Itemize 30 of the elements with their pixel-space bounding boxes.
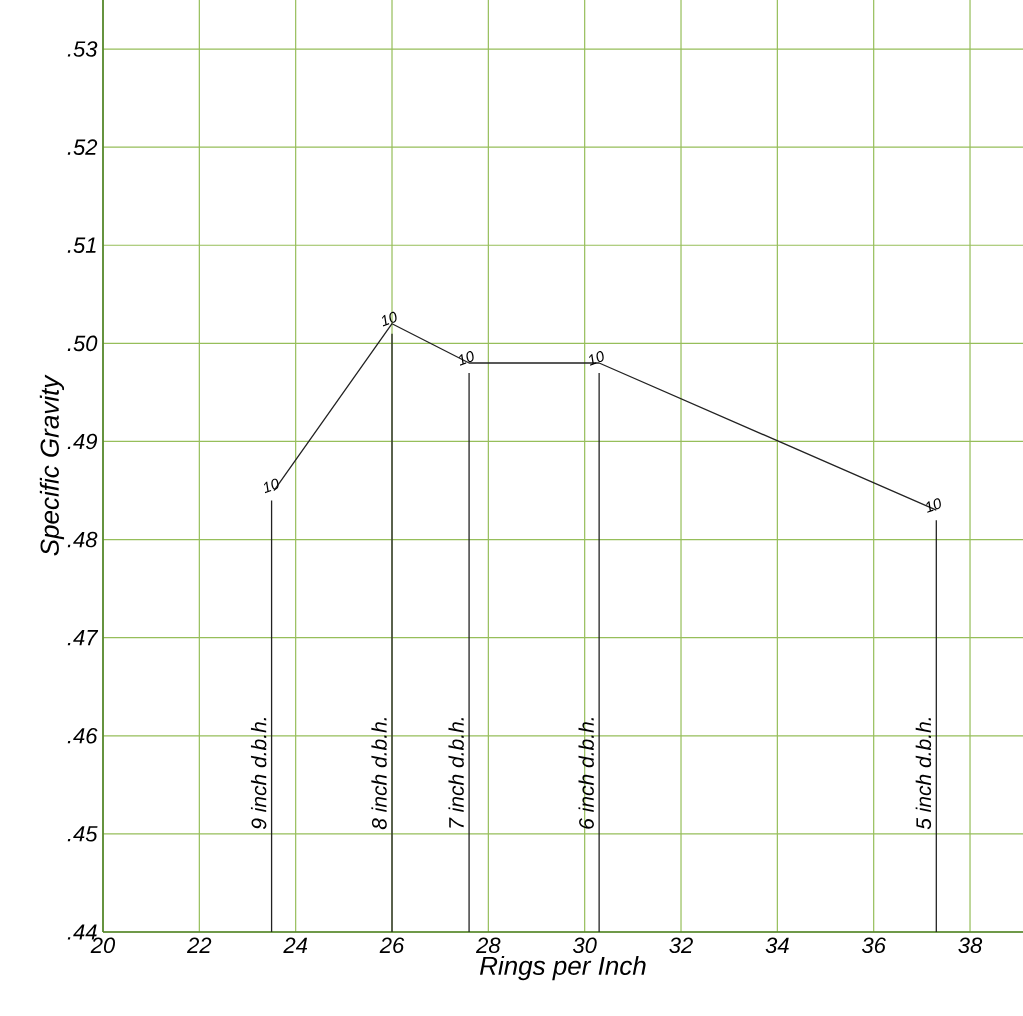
annotation: 10 [459, 351, 474, 366]
x-tick-label: 30 [572, 937, 597, 954]
y-tick-label: .52 [67, 139, 98, 155]
ref-line-label: 9 inch d.b.h. [250, 717, 267, 830]
y-tick-label: .45 [67, 826, 98, 842]
annotation: 10 [382, 311, 397, 327]
y-tick-label: .47 [67, 630, 99, 646]
x-axis-title: Rings per Inch [479, 955, 646, 981]
x-tick-label: 32 [669, 937, 693, 954]
ref-line-label: 6 inch d.b.h. [578, 717, 594, 829]
x-tick-label: 24 [283, 937, 308, 953]
y-tick-label: .46 [67, 728, 98, 744]
y-tick-label: .50 [67, 335, 98, 352]
x-tick-label: 36 [861, 937, 886, 954]
y-axis-title: Specific Gravity [39, 374, 65, 556]
x-tick-label: 26 [379, 937, 405, 954]
annotation: 10 [264, 478, 279, 494]
y-tick-label: .49 [67, 433, 98, 450]
x-tick-label: 34 [765, 937, 789, 954]
y-tick-label: .53 [67, 41, 98, 57]
annotation: 10 [589, 351, 604, 366]
ref-line-label: 5 inch d.b.h. [915, 717, 932, 830]
y-tick-label: .51 [67, 237, 96, 253]
annotation: 10 [926, 498, 941, 513]
x-tick-label: 38 [958, 937, 983, 954]
x-tick-label: 28 [475, 937, 501, 954]
y-tick-label: .48 [67, 531, 98, 548]
x-tick-label: 22 [186, 937, 212, 953]
ref-line-label: 8 inch d.b.h. [371, 717, 387, 830]
ref-line-label: 7 inch d.b.h. [448, 717, 464, 828]
